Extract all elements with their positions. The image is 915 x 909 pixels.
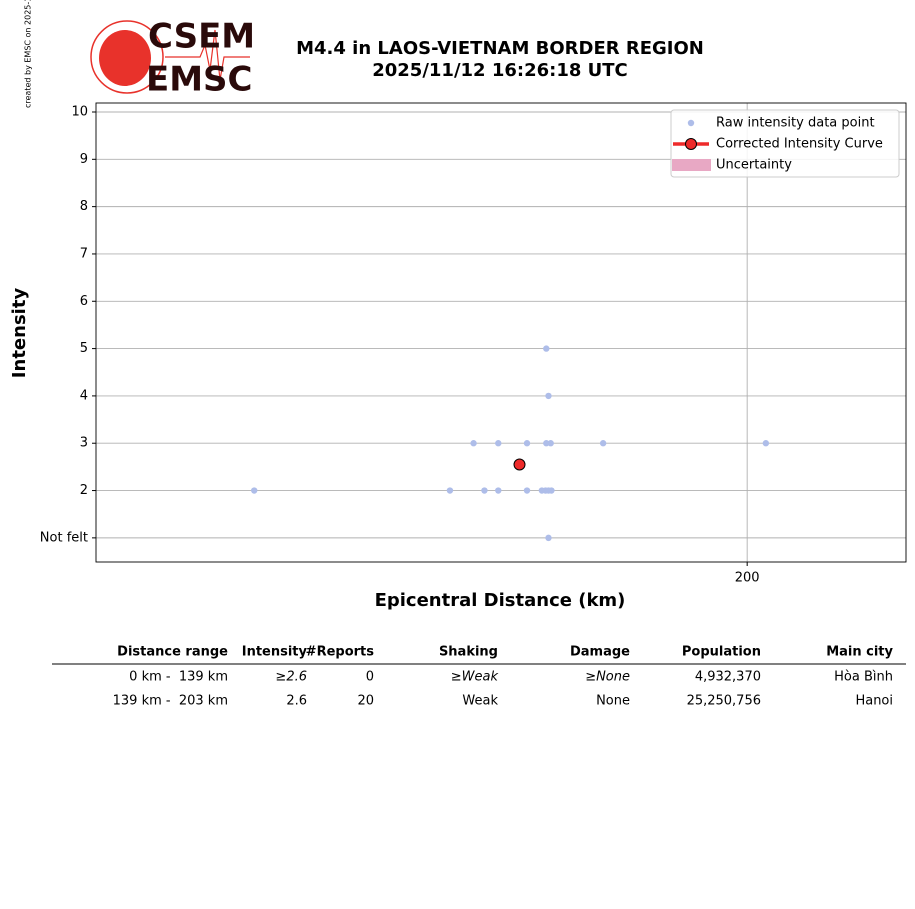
chart-title: M4.4 in LAOS-VIETNAM BORDER REGION [296, 38, 704, 59]
table-cell: Hanoi [855, 694, 893, 709]
y-tick-label: 5 [80, 341, 88, 356]
table-header: Main city [826, 645, 893, 660]
data-point [548, 487, 555, 494]
table-cell: 0 km - 139 km [129, 670, 228, 685]
table-cell: ≥None [585, 670, 630, 685]
data-point [599, 440, 607, 447]
y-tick-label: 3 [80, 436, 88, 451]
plot-frame [95, 102, 907, 563]
legend-marker [685, 138, 697, 150]
data-point [762, 440, 770, 447]
y-tick-label: 2 [80, 483, 88, 498]
y-tick-label: 6 [80, 294, 88, 309]
legend-label: Uncertainty [716, 158, 792, 173]
data-point [251, 487, 258, 494]
table-cell: ≥2.6 [275, 670, 307, 685]
y-axis-label: Intensity [9, 288, 30, 379]
y-tick-label: 7 [80, 246, 88, 261]
table-cell: Weak [462, 694, 498, 709]
data-point [523, 487, 531, 494]
table-header: #Reports [306, 645, 375, 660]
data-point [545, 392, 552, 400]
data-point [547, 440, 554, 447]
data-point [543, 440, 550, 447]
table-cell: 2.6 [286, 694, 307, 709]
table-cell: 139 km - 203 km [113, 694, 228, 709]
logo-seismo [165, 29, 250, 81]
data-point [545, 534, 552, 542]
table-header: Damage [570, 645, 630, 660]
x-axis-label: Epicentral Distance (km) [375, 590, 626, 611]
data-point [523, 440, 531, 447]
data-point [495, 487, 502, 494]
table-cell: 4,932,370 [695, 670, 761, 685]
table-header: Intensity [242, 645, 308, 660]
table-header: Shaking [439, 645, 498, 660]
legend-box [670, 109, 900, 178]
chart-subtitle: 2025/11/12 16:26:18 UTC [372, 60, 628, 81]
logo-map [99, 30, 151, 86]
table-cell: Hòa Bình [834, 670, 893, 685]
data-point [495, 440, 502, 447]
data-point [446, 487, 454, 494]
logo-top: CSEM [148, 17, 255, 57]
y-tick-label: 10 [71, 104, 88, 119]
logo-bottom: EMSC [146, 60, 253, 100]
table-cell: 0 [366, 670, 374, 685]
legend-label: Raw intensity data point [716, 116, 875, 131]
watermark: created by EMSC on 2025-12-06 03:54:16 U… [24, 0, 33, 108]
data-point [470, 440, 477, 447]
table-cell: 20 [357, 694, 374, 709]
table-cell: ≥Weak [451, 670, 499, 685]
table-cell: 25,250,756 [687, 694, 761, 709]
table-header: Population [682, 645, 761, 660]
data-point [543, 345, 550, 352]
x-tick-label: 200 [735, 571, 760, 586]
y-tick-label: 8 [80, 199, 88, 214]
legend-marker [687, 119, 695, 127]
data-point [481, 487, 488, 494]
y-tick-label: 9 [80, 152, 88, 167]
y-tick-label: 4 [80, 388, 88, 403]
y-tick-label: Not felt [40, 530, 88, 545]
table-header: Distance range [117, 645, 228, 660]
legend-patch [672, 159, 711, 171]
logo: CSEM EMSC [90, 17, 255, 100]
corrected-point [513, 458, 526, 471]
table-cell: None [596, 694, 630, 709]
legend-label: Corrected Intensity Curve [716, 137, 883, 152]
